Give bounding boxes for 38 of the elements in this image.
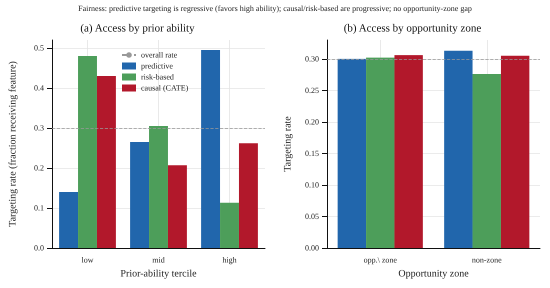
bar [96, 76, 116, 248]
y-tick-label: 0.1 [34, 204, 44, 212]
y-tick-label: 0.5 [34, 44, 44, 52]
legend-label: risk-based [141, 72, 174, 82]
bar [220, 202, 239, 248]
x-axis-title: Opportunity zone [398, 268, 470, 280]
y-tick-label: 0.05 [305, 212, 319, 221]
bar [168, 165, 187, 248]
bar [59, 192, 78, 248]
y-tick-label: 0.3 [34, 124, 44, 132]
bar [149, 126, 168, 248]
bar [201, 50, 220, 248]
chart-title: (a) Access by prior ability [80, 22, 196, 34]
y-axis-title: Targeting rate (fraction receiving feature) [8, 61, 18, 227]
bar [78, 56, 97, 248]
y-tick-label: 0.15 [305, 148, 319, 158]
y-tick-label: 0.20 [305, 117, 319, 126]
x-tick-label: mid [152, 256, 165, 264]
legend-label: overall rate [141, 50, 178, 60]
y-tick-label: 0.25 [305, 86, 319, 95]
text: Fairness: predictive targeting is regressive (favors high ability); causal/risk-based are progressive; no opportunity-zone gap [77, 4, 473, 13]
chart-title: (b) Access by opportunity zone [344, 22, 482, 34]
x-tick-label: opp.\ zone [364, 256, 398, 264]
y-tick-label: 0.30 [305, 54, 319, 64]
x-tick-label: low [82, 256, 94, 264]
y-tick-label: 0.00 [305, 244, 319, 252]
y-tick-label: 0.4 [34, 84, 44, 92]
bar [238, 143, 258, 248]
x-tick-label: non-zone [472, 256, 502, 264]
y-tick-label: 0.0 [34, 244, 44, 252]
x-axis-title: Prior-ability tercile [120, 268, 198, 280]
y-tick-label: 0.10 [305, 180, 319, 190]
y-tick-label: 0.2 [34, 164, 44, 172]
legend-label: causal (CATE) [141, 84, 189, 92]
bar [130, 142, 150, 248]
legend-label: predictive [141, 62, 174, 70]
y-axis-title: Targeting rate [282, 116, 294, 172]
x-tick-label: high [222, 256, 237, 264]
